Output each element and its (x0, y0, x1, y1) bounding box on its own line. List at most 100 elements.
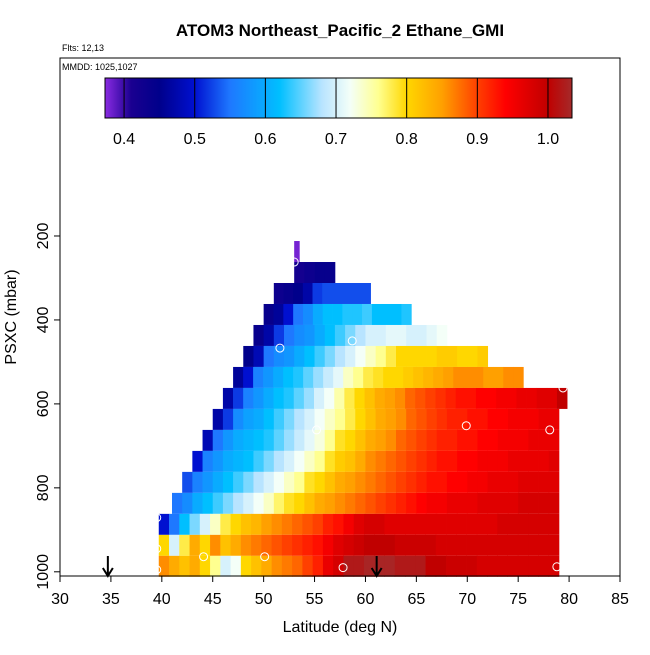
cell (294, 408, 305, 430)
cell (344, 387, 355, 409)
cell (375, 450, 387, 472)
x-tick-label: 35 (102, 591, 120, 608)
cell (302, 513, 314, 535)
cell (220, 534, 231, 556)
x-tick-label: 80 (560, 591, 578, 608)
cell (263, 471, 275, 493)
cell (345, 429, 356, 451)
colorbar-tick-label: 1.0 (537, 131, 559, 148)
cell (345, 492, 356, 514)
cell (436, 471, 448, 493)
cell (497, 471, 509, 493)
cell (483, 366, 494, 388)
colorbar (104, 77, 573, 119)
cell (233, 387, 244, 409)
cell (517, 513, 529, 535)
cell (294, 345, 305, 367)
cell (518, 429, 529, 451)
cell (345, 345, 356, 367)
cell (365, 471, 377, 493)
cell (212, 450, 224, 472)
cell (220, 513, 231, 535)
cell (406, 408, 417, 430)
cell (548, 492, 560, 514)
cell (373, 366, 384, 388)
y-tick-label: 1000 (35, 554, 52, 590)
cell (385, 324, 397, 346)
cell (324, 408, 336, 430)
cell (401, 303, 412, 325)
cell (487, 408, 499, 430)
cell (302, 534, 314, 556)
cell (457, 408, 468, 430)
cell (240, 555, 252, 577)
cell (396, 345, 407, 367)
cell (446, 429, 458, 451)
sample-point (275, 343, 285, 353)
cell (169, 534, 180, 556)
cell (486, 387, 497, 409)
cell (314, 429, 326, 451)
cell (189, 513, 201, 535)
cell (487, 534, 498, 556)
cell (375, 492, 387, 514)
cell (426, 324, 438, 346)
cell (457, 429, 468, 451)
cell (230, 534, 242, 556)
cell (158, 555, 170, 577)
cell (192, 492, 203, 514)
cell (548, 429, 560, 451)
cell (406, 471, 417, 493)
cell (212, 492, 224, 514)
cell (538, 471, 550, 493)
cell (396, 429, 407, 451)
cell (528, 450, 539, 472)
cell (345, 324, 356, 346)
cell (467, 429, 478, 451)
cell (251, 534, 262, 556)
cell (210, 555, 221, 577)
cell (538, 408, 550, 430)
cell (283, 303, 294, 325)
cell (261, 534, 273, 556)
cell (351, 282, 362, 304)
cell (467, 492, 478, 514)
cell (396, 450, 407, 472)
cell (273, 303, 284, 325)
colorbar-tick-label: 0.9 (466, 131, 488, 148)
cell (222, 450, 234, 472)
cell (331, 282, 342, 304)
cell (192, 450, 203, 472)
cell (253, 450, 265, 472)
cell (548, 555, 560, 577)
cell (355, 429, 366, 451)
cell (312, 555, 324, 577)
cell (396, 408, 407, 430)
cell (263, 492, 275, 514)
cell (233, 408, 244, 430)
cell (475, 387, 487, 409)
cell (435, 387, 446, 409)
cell (199, 513, 211, 535)
cell (375, 324, 387, 346)
annotation: MMDD: 1025,1027 (62, 62, 138, 72)
x-tick-label: 50 (255, 591, 273, 608)
cell (516, 387, 527, 409)
cell (281, 513, 293, 535)
colorbar-tick-label: 0.7 (325, 131, 347, 148)
cell (263, 366, 274, 388)
cell (405, 513, 416, 535)
cell (283, 387, 295, 409)
cell (354, 387, 366, 409)
arrow (102, 556, 114, 578)
cell (375, 429, 387, 451)
cell (487, 513, 498, 535)
cell (312, 282, 323, 304)
cell (396, 324, 407, 346)
cell (253, 387, 264, 409)
cell (202, 450, 214, 472)
cell (273, 492, 285, 514)
cell (385, 429, 397, 451)
x-tick-label: 75 (509, 591, 527, 608)
